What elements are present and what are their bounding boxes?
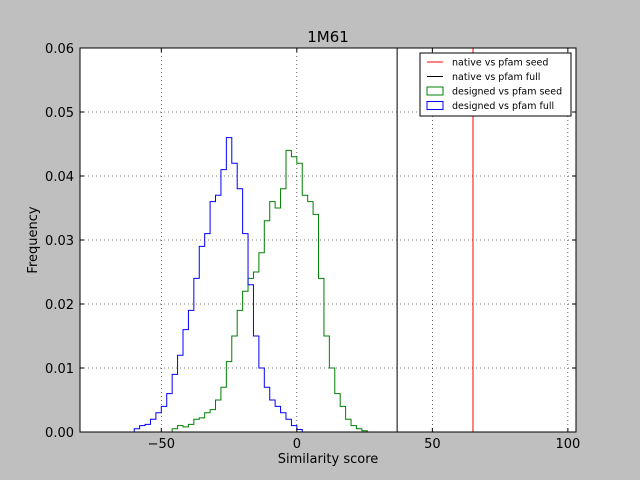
x-tick-label: −50 [148, 437, 175, 452]
x-axis-label: Similarity score [278, 452, 379, 467]
legend-box [419, 52, 572, 117]
series-layer [128, 137, 373, 433]
x-tick-label: 100 [555, 437, 580, 452]
y-tick-label: 0.03 [45, 234, 74, 249]
legend-label-3: designed vs pfam full [452, 101, 554, 112]
legend-label-1: native vs pfam full [452, 72, 540, 83]
series-0-histogram [166, 149, 373, 433]
y-tick-label: 0.06 [45, 42, 74, 57]
legend-swatch-3 [426, 101, 444, 110]
x-tick-label: 50 [424, 437, 441, 452]
axis-ticks: −50 0 50 100 0.00 0.01 0.02 0.03 0.04 0.05 0.06 [45, 42, 580, 452]
legend-label-0: native vs pfam seed [452, 58, 548, 69]
chart-title: 1M61 [307, 28, 349, 46]
series-1-histogram [128, 137, 308, 433]
y-tick-label: 0.05 [45, 106, 74, 121]
x-tick-label: 0 [293, 437, 301, 452]
legend: native vs pfam seed native vs pfam full de… [419, 52, 572, 117]
y-axis-label: Frequency [26, 206, 41, 273]
y-tick-label: 0.00 [45, 426, 74, 441]
y-tick-label: 0.04 [45, 170, 74, 185]
y-tick-label: 0.01 [45, 362, 74, 377]
y-tick-label: 0.02 [45, 298, 74, 313]
legend-swatch-2 [426, 86, 444, 96]
legend-label-2: designed vs pfam seed [452, 87, 562, 98]
